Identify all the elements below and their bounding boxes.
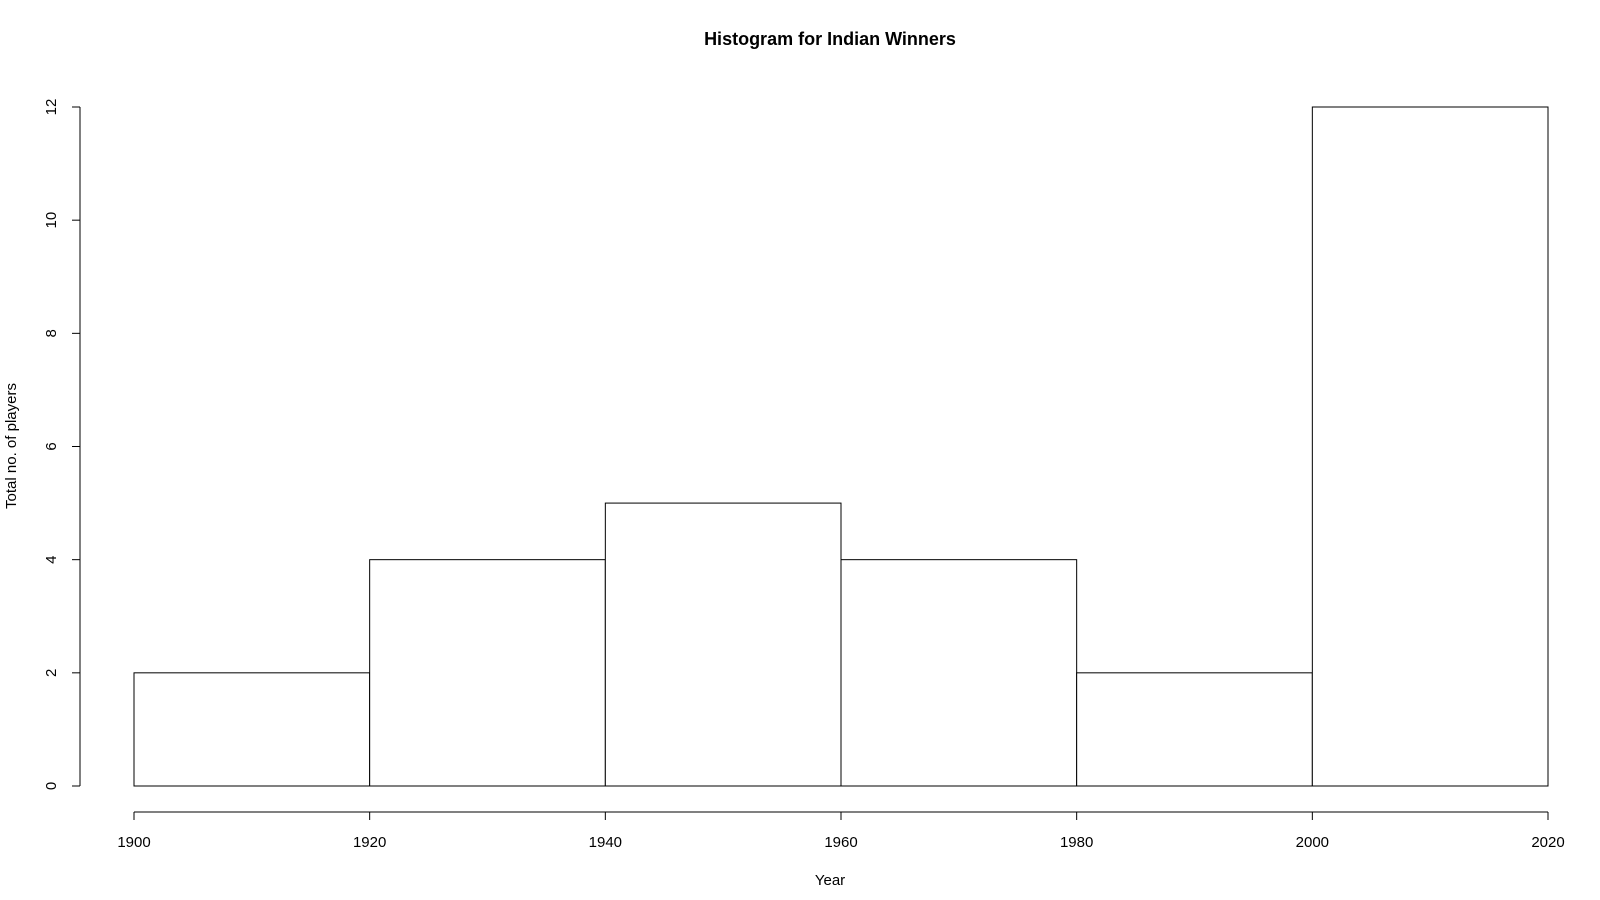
x-tick-label: 1900	[117, 834, 150, 851]
x-axis-label: Year	[815, 872, 845, 889]
x-tick-label: 2000	[1296, 834, 1329, 851]
bar	[369, 559, 606, 787]
bar	[133, 672, 371, 787]
y-tick-label: 2	[43, 669, 60, 677]
y-tick-label: 6	[43, 442, 60, 450]
bar	[1311, 106, 1549, 787]
x-tick-label: 1960	[824, 834, 857, 851]
y-tick-label: 10	[43, 212, 60, 229]
y-axis-label: Total no. of players	[3, 383, 20, 509]
bar	[840, 559, 1078, 787]
x-tick-label: 1940	[589, 834, 622, 851]
chart-title: Histogram for Indian Winners	[704, 29, 956, 49]
x-tick-label: 1920	[353, 834, 386, 851]
y-tick-label: 4	[43, 555, 60, 563]
bar	[1076, 672, 1313, 787]
y-tick-label: 0	[43, 782, 60, 790]
x-tick-label: 2020	[1531, 834, 1564, 851]
y-tick-label: 8	[43, 329, 60, 337]
y-tick-label: 12	[43, 99, 60, 116]
bar	[604, 502, 842, 787]
x-tick-label: 1980	[1060, 834, 1093, 851]
